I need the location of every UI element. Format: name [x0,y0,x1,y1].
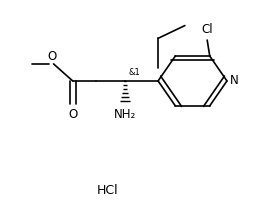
Text: O: O [47,50,57,63]
Text: NH₂: NH₂ [113,108,136,121]
Text: O: O [68,108,77,121]
Text: Cl: Cl [201,23,212,36]
Text: HCl: HCl [96,184,117,197]
Text: N: N [229,74,238,88]
Text: &1: &1 [128,68,139,77]
